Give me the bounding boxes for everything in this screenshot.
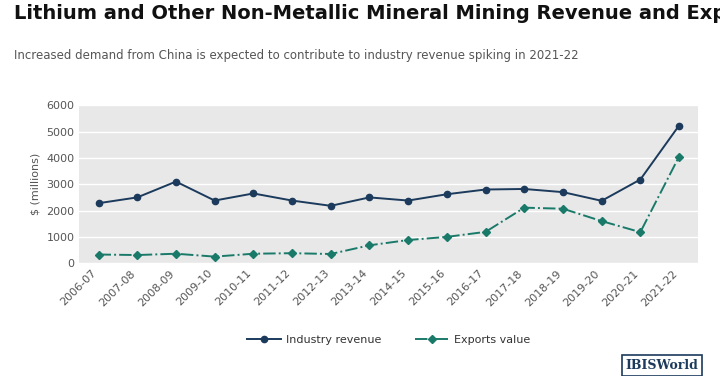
Text: Increased demand from China is expected to contribute to industry revenue spikin: Increased demand from China is expected … [14,49,579,62]
Legend: Industry revenue, Exports value: Industry revenue, Exports value [243,331,535,349]
Y-axis label: $ (millions): $ (millions) [31,153,40,215]
Text: IBISWorld: IBISWorld [626,359,698,372]
Text: Lithium and Other Non-Metallic Mineral Mining Revenue and Exports: Lithium and Other Non-Metallic Mineral M… [14,4,720,23]
